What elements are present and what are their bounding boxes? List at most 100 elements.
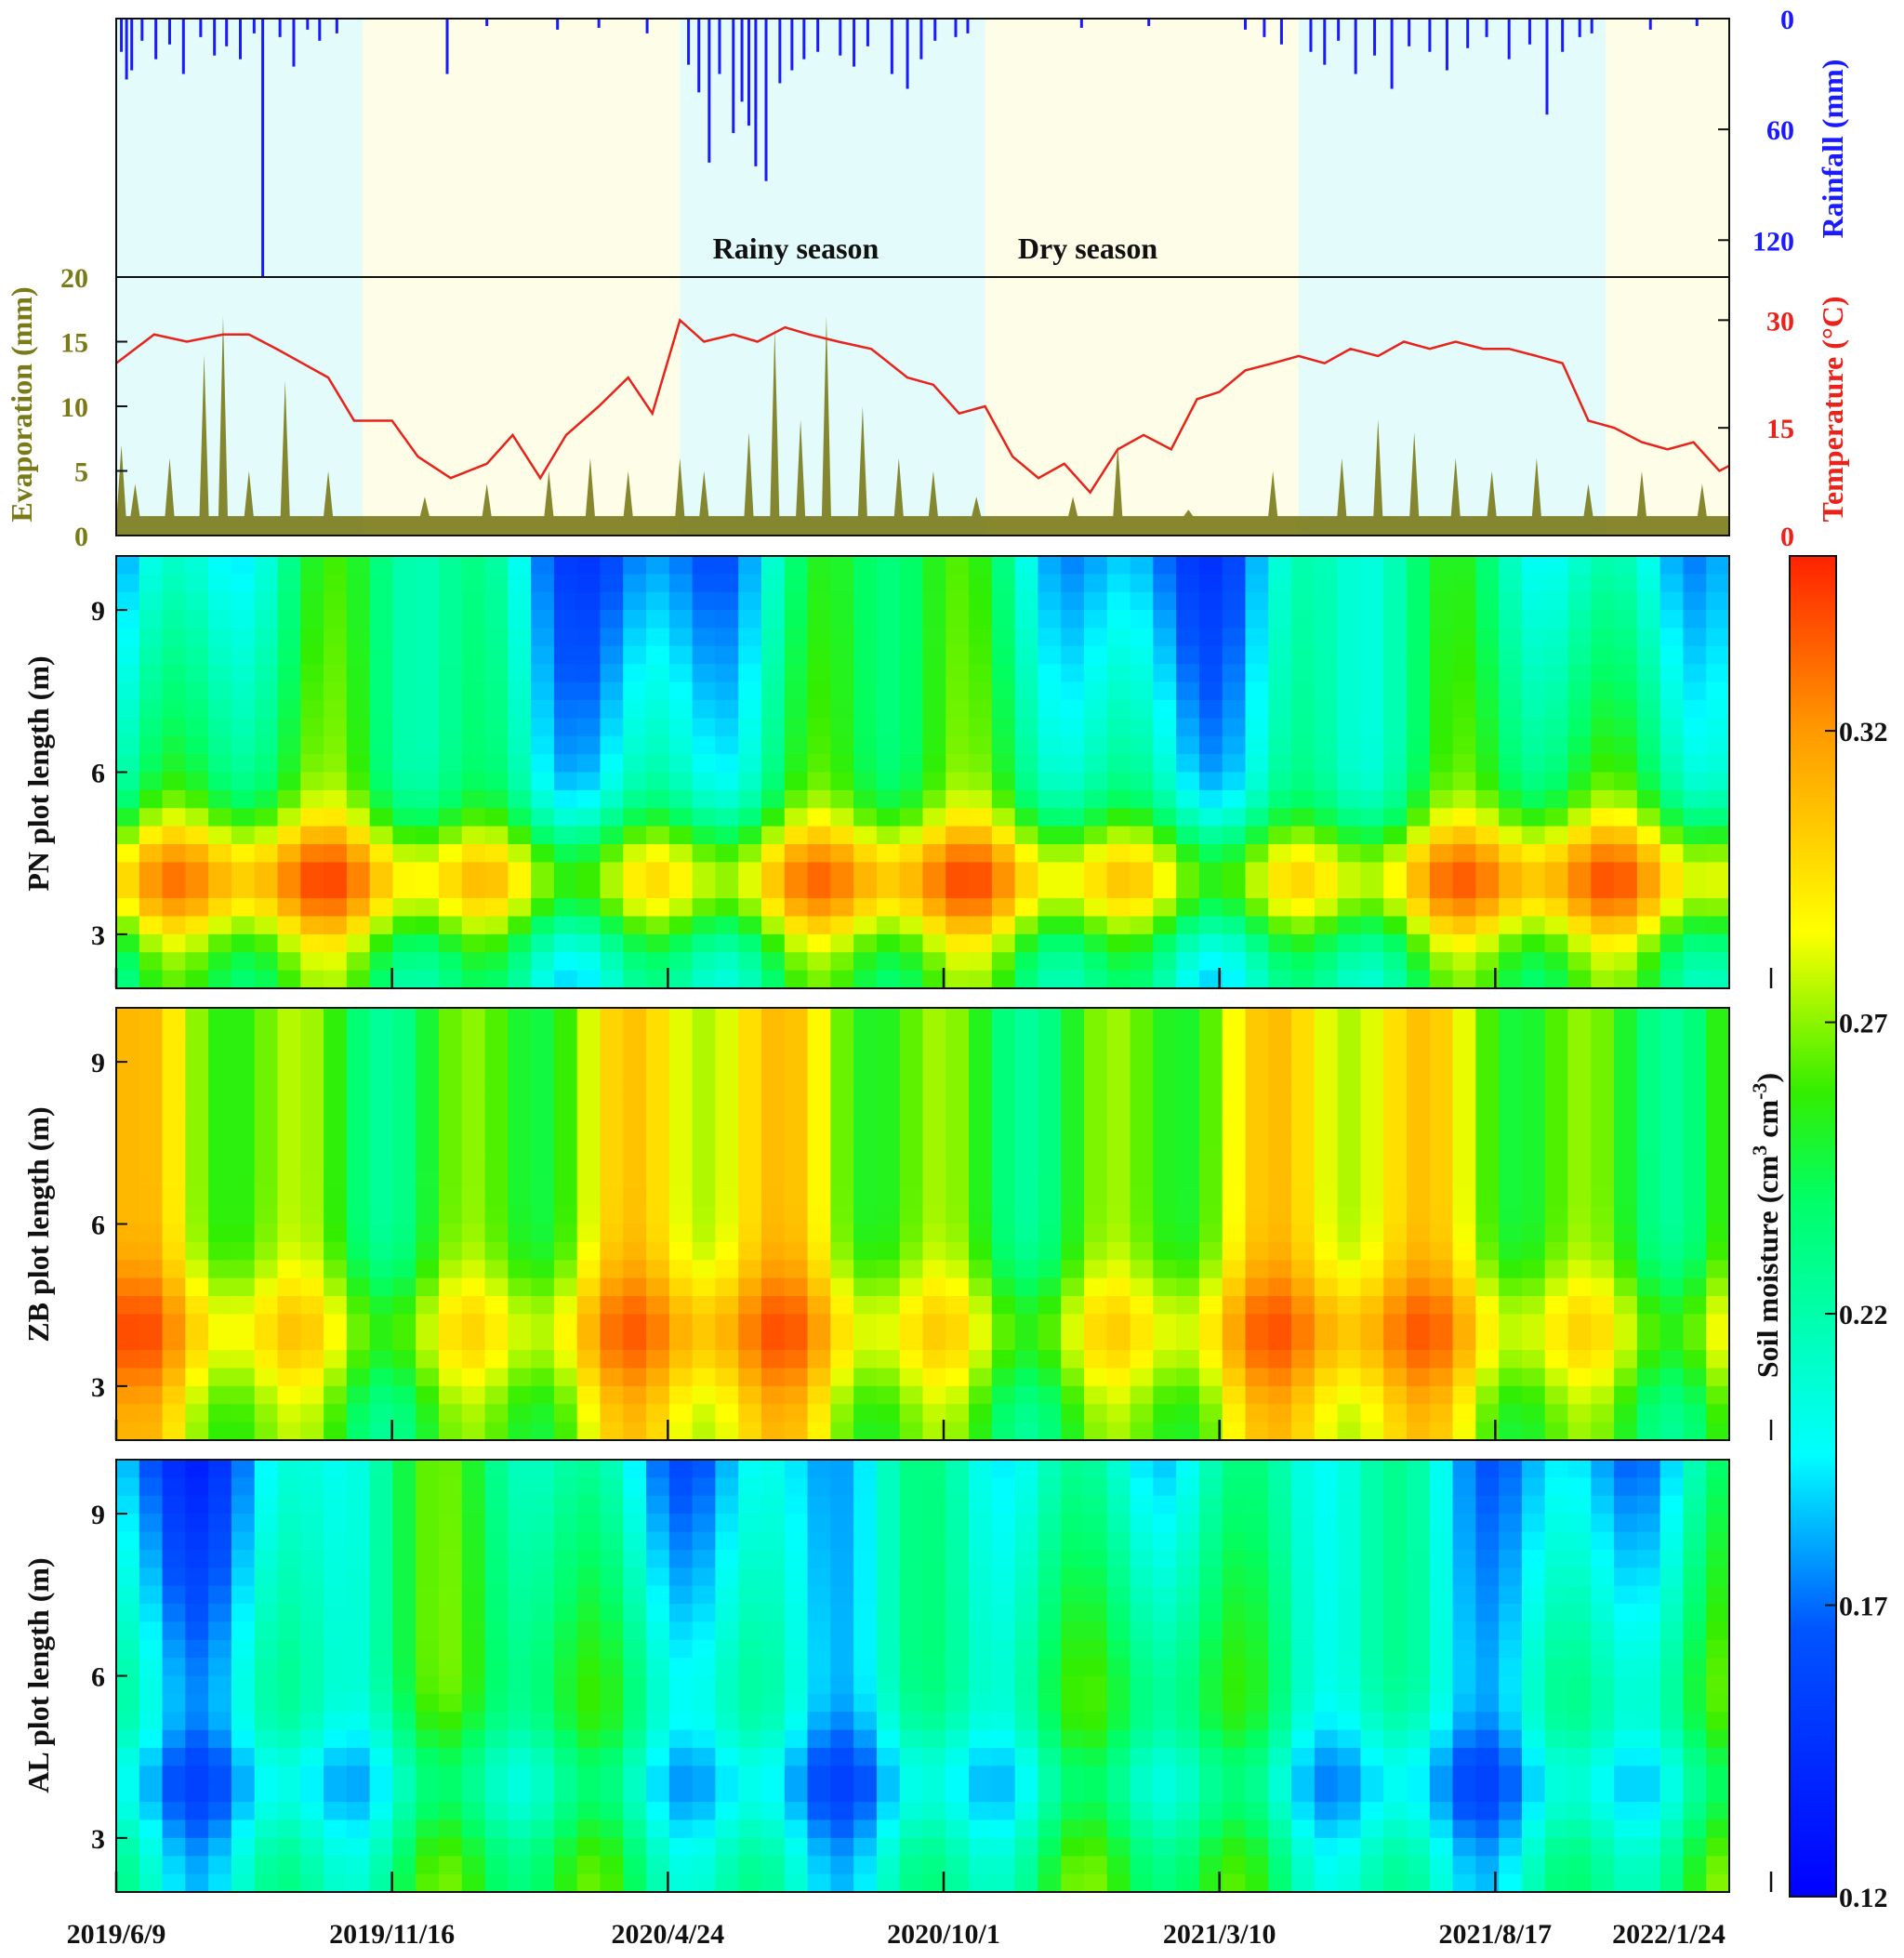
heatmap-cell bbox=[1337, 1819, 1362, 1839]
heatmap-cell bbox=[1314, 1152, 1339, 1171]
heatmap-cell bbox=[945, 1712, 970, 1731]
heatmap-cell bbox=[231, 1079, 256, 1099]
heatmap-cell bbox=[208, 1748, 232, 1766]
heatmap-cell bbox=[1038, 1729, 1062, 1749]
heatmap-cell bbox=[254, 952, 279, 972]
heatmap-cell bbox=[1636, 862, 1661, 881]
heatmap-cell bbox=[738, 1116, 762, 1135]
heatmap-cell bbox=[969, 1729, 993, 1749]
heatmap-cell bbox=[162, 808, 186, 827]
heatmap-cell bbox=[1061, 1531, 1085, 1551]
heatmap-cell bbox=[162, 1748, 186, 1766]
heatmap-cell bbox=[346, 1206, 371, 1225]
heatmap-cell bbox=[1706, 574, 1730, 593]
heatmap-cell bbox=[600, 1277, 624, 1297]
heatmap-cell bbox=[1222, 1693, 1247, 1713]
heatmap-cell bbox=[1222, 1568, 1247, 1587]
heatmap-cell bbox=[1130, 1025, 1154, 1045]
heatmap-cell bbox=[1198, 1314, 1223, 1333]
heatmap-cell bbox=[761, 1133, 786, 1153]
heatmap-cell bbox=[1198, 970, 1223, 989]
heatmap-cell bbox=[761, 1477, 786, 1497]
heatmap-cell bbox=[692, 664, 717, 683]
heatmap-cell bbox=[807, 1097, 831, 1117]
heatmap-cell bbox=[876, 645, 901, 665]
heatmap-cell bbox=[185, 1585, 209, 1605]
heatmap-cell bbox=[1153, 700, 1177, 719]
heatmap-cell bbox=[853, 1568, 878, 1587]
heatmap-cell bbox=[116, 826, 140, 845]
heatmap-cell bbox=[830, 970, 854, 989]
heatmap-cell bbox=[945, 1549, 970, 1568]
heatmap-cell bbox=[416, 1514, 440, 1533]
heatmap-cell bbox=[185, 1170, 209, 1189]
heatmap-cell bbox=[784, 1422, 809, 1441]
heatmap-cell bbox=[208, 1514, 232, 1533]
heatmap-cell bbox=[208, 1783, 232, 1803]
heatmap-cell bbox=[623, 1531, 647, 1551]
heatmap-cell bbox=[231, 1385, 256, 1405]
heatmap-cell bbox=[761, 952, 786, 972]
heatmap-cell bbox=[784, 1837, 809, 1857]
heatmap-cell bbox=[1567, 664, 1592, 683]
heatmap-cell bbox=[668, 1675, 694, 1695]
heatmap-cell bbox=[1222, 1658, 1247, 1677]
heatmap-cell bbox=[531, 952, 555, 972]
heatmap-cell bbox=[600, 1837, 624, 1857]
heatmap-cell bbox=[1314, 898, 1339, 918]
heatmap-cell bbox=[300, 1712, 324, 1731]
heatmap-cell bbox=[784, 1133, 809, 1153]
heatmap-cell bbox=[1659, 1062, 1685, 1081]
heatmap-cell bbox=[576, 1025, 602, 1045]
heatmap-cell bbox=[392, 556, 416, 575]
heatmap-cell bbox=[738, 1748, 762, 1766]
heatmap-cell bbox=[1130, 1819, 1154, 1839]
heatmap-cell bbox=[1429, 1422, 1454, 1441]
heatmap-cell bbox=[1407, 1152, 1431, 1171]
heatmap-cell bbox=[254, 898, 279, 918]
heatmap-cell bbox=[369, 700, 394, 719]
heatmap-cell bbox=[945, 645, 970, 665]
heatmap-cell bbox=[830, 772, 854, 791]
heatmap-cell bbox=[1038, 1079, 1062, 1099]
heatmap-cell bbox=[922, 1748, 946, 1766]
heatmap-cell bbox=[646, 1187, 670, 1207]
heatmap-cell bbox=[1176, 898, 1200, 918]
heatmap-cell bbox=[1061, 1133, 1085, 1153]
heatmap-cell bbox=[1407, 1314, 1431, 1333]
heatmap-cell bbox=[392, 1837, 416, 1857]
heatmap-cell bbox=[139, 1116, 164, 1135]
heatmap-cell bbox=[1636, 1350, 1661, 1369]
heatmap-cell bbox=[1291, 1079, 1316, 1099]
heatmap-cell bbox=[1337, 1783, 1362, 1803]
heatmap-cell bbox=[1153, 1856, 1177, 1875]
heatmap-cell bbox=[1521, 970, 1546, 989]
heatmap-cell bbox=[1084, 933, 1108, 953]
heatmap-cell bbox=[1268, 1314, 1292, 1333]
heatmap-cell bbox=[1683, 1385, 1707, 1405]
heatmap-cell bbox=[208, 1062, 232, 1081]
heatmap-cell bbox=[623, 556, 647, 575]
heatmap-cell bbox=[1014, 1043, 1039, 1063]
heatmap-cell bbox=[162, 1729, 186, 1749]
heatmap-cell bbox=[830, 718, 854, 737]
evap-tick-label: 10 bbox=[60, 392, 88, 423]
heatmap-cell bbox=[1591, 1224, 1615, 1243]
heatmap-cell bbox=[1176, 808, 1200, 827]
heatmap-cell bbox=[508, 1422, 532, 1441]
heatmap-cell bbox=[346, 1693, 371, 1713]
heatmap-cell bbox=[1475, 1568, 1500, 1587]
heatmap-cell bbox=[1198, 1187, 1223, 1207]
heatmap-cell bbox=[646, 1729, 670, 1749]
heatmap-cell bbox=[392, 1495, 416, 1515]
heatmap-cell bbox=[139, 574, 164, 593]
heatmap-cell bbox=[1130, 574, 1154, 593]
heatmap-cell bbox=[1084, 1675, 1108, 1695]
heatmap-cell bbox=[1659, 862, 1685, 881]
heatmap-cell bbox=[324, 1675, 348, 1695]
heatmap-cell bbox=[1291, 1008, 1316, 1026]
heatmap-cell bbox=[231, 610, 256, 629]
heatmap-cell bbox=[876, 1675, 901, 1695]
heatmap-cell bbox=[461, 1621, 486, 1641]
heatmap-cell bbox=[531, 1187, 555, 1207]
